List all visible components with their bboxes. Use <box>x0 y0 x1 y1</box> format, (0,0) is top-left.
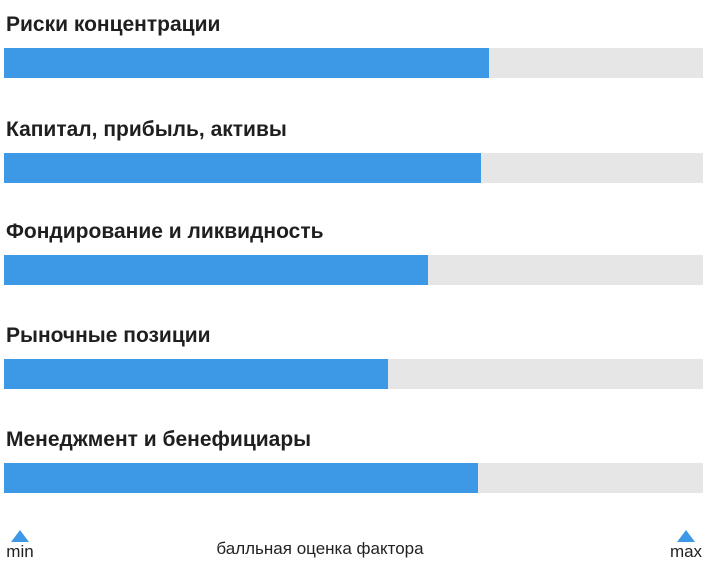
bar-fill <box>4 359 389 389</box>
bar-fill <box>4 255 428 285</box>
bar-track <box>4 255 703 285</box>
bar-track <box>4 48 703 78</box>
scale-caption: балльная оценка фактора <box>216 539 424 558</box>
bar-fill <box>4 463 478 493</box>
bar-track <box>4 359 703 389</box>
bar-fill <box>4 153 481 183</box>
scale-max-marker: max <box>666 530 706 562</box>
factor-label: Менеджмент и бенефициары <box>6 428 312 451</box>
bar-track <box>4 153 703 183</box>
factor-label: Риски концентрации <box>6 13 221 36</box>
factor-label: Рыночные позиции <box>6 324 211 347</box>
factor-market-positions: Рыночные позиции <box>4 323 703 389</box>
score-scale: min балльная оценка фактора max <box>0 522 707 576</box>
factor-capital-profit-assets: Капитал, прибыль, активы <box>4 117 703 183</box>
triangle-up-icon <box>11 530 29 542</box>
scale-max-label: max <box>669 542 703 561</box>
factor-funding-liquidity: Фондирование и ликвидность <box>4 219 703 285</box>
scale-min-label: min <box>6 542 34 561</box>
bar-track <box>4 463 703 493</box>
factor-label: Фондирование и ликвидность <box>6 220 324 243</box>
scale-min-marker: min <box>0 530 40 562</box>
factor-label: Капитал, прибыль, активы <box>6 118 287 141</box>
factor-management-beneficiaries: Менеджмент и бенефициары <box>4 427 703 493</box>
factor-concentration-risk: Риски концентрации <box>4 12 703 78</box>
triangle-up-icon <box>677 530 695 542</box>
bar-fill <box>4 48 490 78</box>
